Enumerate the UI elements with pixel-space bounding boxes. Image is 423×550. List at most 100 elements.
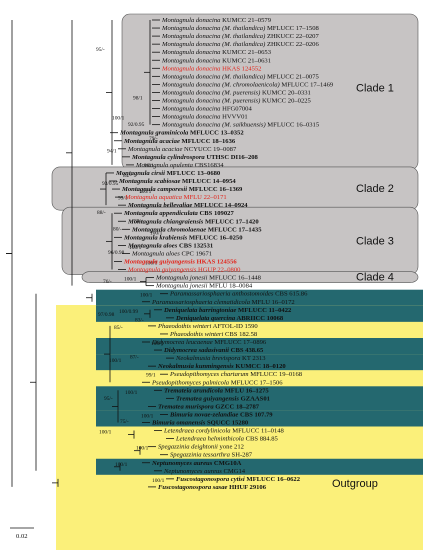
taxon-strain: GZAAS01: [239, 395, 270, 402]
taxon-strain: MFLU 22–0171: [182, 194, 227, 201]
taxon-strain: CBS 132531: [177, 242, 213, 249]
taxon-strain: MFLUCC 19–0168: [249, 371, 303, 378]
taxon-label: Montagnula aloes CPC 19671: [131, 250, 212, 257]
support-value: 100/1: [145, 261, 158, 267]
taxon-label: Bimuria omanensis SQUCC 15280: [151, 420, 249, 427]
taxon-label: Spegazzinia deightonii yone 212: [158, 444, 244, 451]
support-value: 100/1: [99, 430, 112, 436]
support-value: 94/1: [107, 149, 117, 155]
taxon-species: Montagnula chiangraiensis: [127, 218, 204, 225]
taxon-species: Neokalmusia brevispora: [175, 355, 241, 362]
taxon-species: Paramassariosphaeria anthostomoides: [169, 291, 274, 298]
taxon-strain: MFLUCC 17–1435: [206, 226, 262, 233]
clade-label: Clade 1: [356, 82, 394, 94]
taxon-strain: CBS 615.86: [274, 291, 309, 298]
support-value: 87/-: [130, 355, 139, 361]
clade-label: Outgroup: [332, 478, 378, 490]
taxon-species: Deniquelata barringtoniae: [163, 307, 236, 314]
support-value: 79/-: [149, 136, 158, 142]
taxon-strain: MFLUCC 16–1369: [187, 186, 243, 193]
taxon-label: Tremateia arundicola MFLU 16–1275: [164, 387, 269, 394]
taxon-species: Montagnula acaciae: [127, 146, 182, 153]
taxon-strain: MFLUCC 13–0680: [165, 170, 221, 177]
taxon-species: Montagnula aloes: [127, 242, 178, 249]
taxon-strain: MFLUCC 13–0352: [188, 130, 244, 137]
taxon-label: Fuscostagonospora sasae HHUF 29106: [158, 484, 267, 491]
taxon-strain: KUMCC 20–0331: [260, 89, 311, 96]
taxon-strain: MFLUCC 16–0315: [266, 122, 320, 129]
taxon-label: Deniquelata quercina ABRIICC 10068: [175, 315, 284, 322]
taxon-label: Trematea guiyangensis GZAAS01: [176, 395, 270, 402]
taxon-strain: MFLUCC 14–0954: [180, 178, 236, 185]
support-value: 75/-: [120, 419, 129, 425]
taxon-label: Paramassariosphaeria anthostomoides CBS …: [169, 291, 308, 298]
taxon-strain: CMG10A: [212, 460, 241, 467]
taxon-strain: MFLUCC 18–1636: [180, 138, 236, 145]
scale-bar-label: 0.02: [16, 533, 28, 540]
taxon-label: Montagnula donacina HVVV01: [161, 114, 248, 121]
taxon-label: Montagnula guiyangensis HKAS 124556: [123, 259, 237, 266]
taxon-strain: MFLUCC 17–1508: [265, 25, 319, 32]
taxon-species: Montagnula donacina (M. thailandica): [161, 73, 265, 80]
taxon-species: Montagnula donacina: [161, 57, 221, 64]
taxon-species: Neptunomyces aureus: [163, 468, 222, 475]
teal-band: [96, 354, 423, 371]
support-value: 100/1: [129, 245, 142, 251]
taxon-strain: CBS16834: [193, 162, 224, 169]
taxon-species: Montagnula donacina (M. thailandica): [161, 41, 265, 48]
taxon-strain: KUMCC 21–0631: [220, 57, 271, 64]
taxon-species: Montagnula donacina (M. puerensis): [161, 89, 260, 96]
taxon-species: Montagnula donacina: [161, 114, 221, 121]
taxon-label: Montagnula donacina (M. thailandica) MFL…: [161, 73, 319, 80]
taxon-species: Montagnula guiyangensis: [123, 259, 195, 266]
taxon-label: Montagnula donacina (M. puerensis) KUMCC…: [161, 98, 312, 105]
taxon-strain: MFLUCC 16–1448: [207, 275, 261, 282]
taxon-species: Spegazzinia deightonii: [158, 444, 218, 451]
support-value: 99/1: [118, 195, 128, 201]
clade-label: Clade 4: [356, 272, 394, 284]
support-value: 100/1: [152, 478, 165, 484]
support-value: 100/1: [136, 446, 149, 452]
clade-labels: Clade 1 Clade 2 Clade 3 Clade 4 Outgroup: [332, 82, 394, 489]
taxon-species: Tremateia arundicola: [164, 387, 224, 394]
taxon-label: Montagnula donacina KUMCC 21–0631: [161, 57, 271, 64]
taxon-label: Montagnula appendiculata CBS 109027: [123, 210, 234, 217]
support-value: 95/-: [104, 396, 113, 402]
taxon-label: Trematea murispora GZCC 18–2787: [158, 403, 260, 410]
taxon-label: Letendraea helminthicola CBS 884.85: [175, 436, 279, 443]
taxon-label: Montagnula acaciae MFLUCC 18–1636: [123, 138, 236, 145]
taxon-strain: CBS 438.65: [229, 347, 264, 354]
taxon-species: Fuscostagonospora cytisi: [176, 476, 245, 483]
taxon-strain: MFLUCC 16–0622: [245, 476, 301, 483]
taxon-strain: MFLUCC 16–0250: [187, 234, 243, 241]
taxon-label: Montagnula cylindrospora UTHSC DI16–208: [131, 154, 259, 161]
taxon-strain: CBS 884.85: [244, 436, 279, 443]
taxon-label: Pseudopithomyces chartarum MFLUCC 19–016…: [169, 371, 303, 378]
taxon-species: Montagnula cylindrospora: [131, 154, 205, 161]
taxon-strain: ZHKUCC 22–0207: [265, 33, 319, 40]
support-value: 95/-: [96, 47, 105, 53]
taxon-species: Montagnula donacina (M. puerensis): [161, 98, 260, 105]
taxon-strain: AFTOL-ID 1590: [211, 323, 258, 330]
taxon-species: Trematea guiyangensis: [176, 395, 239, 402]
taxon-strain: yone 212: [218, 444, 244, 451]
taxon-species: Montagnula chromolaenae: [131, 226, 206, 233]
taxon-label: Montagnula guiyangensis HGUP 22–0800: [127, 267, 241, 274]
taxon-label: Montagnula camporesii MFLUCC 16–1369: [121, 186, 243, 193]
taxon-strain: KUMCC 21–0653: [220, 49, 271, 56]
taxon-strain: KUMCC 21–0579: [220, 17, 271, 24]
taxon-label: Montagnula scabiosae MFLUCC 14–0954: [118, 178, 236, 185]
taxon-species: Paramassariosphaeria clematidicola: [151, 299, 251, 306]
taxon-strain: NCYUCC 19–0087: [182, 146, 237, 153]
support-value: 76/-: [103, 279, 112, 285]
taxon-label: Montagnula donacina KUMCC 21–0653: [161, 49, 272, 56]
taxon-species: Montagnula donacina: [161, 106, 221, 113]
support-value: 100/1: [124, 277, 137, 283]
taxon-strain: KT 2313: [240, 355, 266, 362]
taxon-species: Montagnula donacina: [161, 65, 221, 72]
taxon-label: Didymocrea leucaenae MFLUCC 17–0896: [151, 339, 267, 346]
taxon-species: Montagnula donacina: [161, 17, 221, 24]
support-value: 100/1: [141, 413, 154, 419]
taxon-species: Deniquelata quercina: [175, 315, 236, 322]
taxon-label: Montagnula bellevaliae MFLUCC 14–0924: [127, 202, 248, 209]
